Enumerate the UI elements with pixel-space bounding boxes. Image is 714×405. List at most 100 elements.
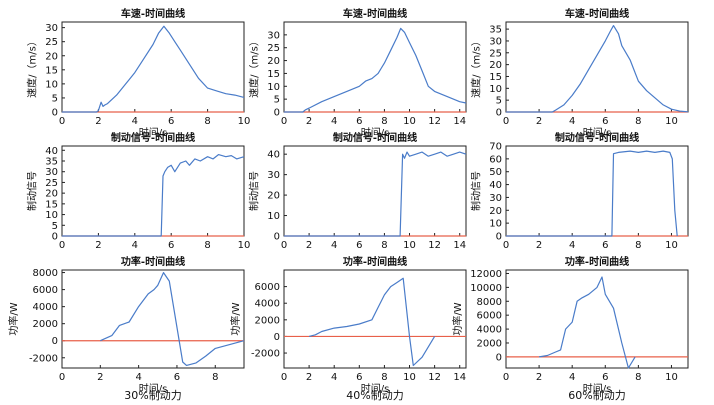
x-tick-label: 8 (381, 116, 387, 127)
x-tick-label: 6 (356, 240, 362, 251)
plot-frame (61, 145, 245, 237)
x-tick-label: 2 (536, 116, 542, 127)
y-tick-label: 25 (489, 48, 502, 59)
plot-frame (283, 145, 467, 237)
chart-panel-8: 功率-时间曲线 0 2 4 6 8 10 12 14 -2000 0 2000 4000 6000 时间/s… (229, 255, 467, 395)
y-tick-label: 15 (45, 199, 58, 210)
x-tick-label: 10 (238, 240, 251, 251)
series-line (284, 27, 467, 113)
x-tick-label: 4 (331, 372, 337, 383)
y-tick-label: 40 (45, 146, 58, 157)
y-tick-label: 2000 (33, 319, 58, 330)
y-tick-label: -2000 (251, 349, 280, 360)
chart-panel-5: 制动信号-时间曲线 0 2 4 6 8 10 12 14 0 10 20 30 40 制动信号 (248, 131, 467, 251)
x-tick-label: 0 (503, 240, 509, 251)
y-tick-label: 2000 (477, 338, 502, 349)
column-caption-3: 60%制动力 (568, 389, 625, 402)
y-tick-label: 0 (274, 108, 280, 119)
y-axis-label: 制动信号 (248, 171, 261, 211)
y-tick-label: 25 (45, 37, 58, 48)
y-tick-label: 0 (52, 232, 58, 243)
x-axis-label: 时间/s (583, 382, 612, 395)
y-tick-label: 8000 (477, 297, 502, 308)
x-tick-label: 10 (665, 240, 678, 251)
y-tick-label: 5 (52, 93, 58, 104)
y-tick-label: 5 (52, 221, 58, 232)
y-tick-label: 20 (45, 189, 58, 200)
y-tick-label: 30 (489, 193, 502, 204)
y-axis-label: 功率/W (451, 302, 464, 335)
x-tick-label: 4 (569, 240, 575, 251)
x-tick-label: 0 (59, 372, 65, 383)
x-tick-label: 0 (281, 240, 287, 251)
chart-title: 制动信号-时间曲线 (555, 131, 639, 144)
x-tick-label: 10 (665, 116, 678, 127)
x-tick-label: 0 (59, 116, 65, 127)
x-tick-label: 0 (503, 372, 509, 383)
x-tick-label: 8 (635, 372, 641, 383)
y-tick-label: 15 (267, 69, 280, 80)
x-tick-label: 4 (331, 116, 337, 127)
chart-title: 功率-时间曲线 (565, 255, 629, 268)
y-tick-label: 0 (496, 352, 502, 363)
x-tick-label: 8 (635, 240, 641, 251)
chart-title: 车速-时间曲线 (565, 7, 629, 20)
x-tick-label: 4 (569, 116, 575, 127)
y-tick-label: 30 (267, 170, 280, 181)
x-tick-label: 10 (403, 116, 416, 127)
x-tick-label: 8 (381, 240, 387, 251)
y-tick-label: 20 (45, 51, 58, 62)
y-tick-label: 10 (45, 79, 58, 90)
y-tick-label: 6000 (477, 311, 502, 322)
x-tick-label: 2 (536, 372, 542, 383)
plot-frame (505, 145, 689, 237)
y-tick-label: 50 (489, 167, 502, 178)
y-tick-label: 15 (489, 72, 502, 83)
x-tick-label: 6 (356, 372, 362, 383)
y-axis-label: 功率/W (229, 302, 242, 335)
y-tick-label: 10 (489, 219, 502, 230)
series-line (308, 277, 436, 367)
x-tick-label: 10 (238, 116, 251, 127)
column-caption-2: 40%制动力 (346, 389, 403, 402)
y-tick-label: 6000 (33, 285, 58, 296)
y-tick-label: 0 (274, 232, 280, 243)
y-tick-label: 10 (489, 84, 502, 95)
y-tick-label: 10 (267, 211, 280, 222)
x-tick-label: 6 (168, 116, 174, 127)
x-tick-label: 4 (569, 372, 575, 383)
x-tick-label: 14 (453, 372, 466, 383)
x-tick-label: 6 (602, 116, 608, 127)
y-axis-label: 速度/（m/s） (26, 36, 39, 98)
x-tick-label: 8 (381, 372, 387, 383)
x-tick-label: 6 (602, 372, 608, 383)
plot-frame (283, 269, 467, 369)
y-tick-label: 20 (267, 56, 280, 67)
series-line (539, 276, 636, 369)
x-tick-label: 2 (306, 116, 312, 127)
y-tick-label: 4000 (477, 325, 502, 336)
x-tick-label: 6 (602, 240, 608, 251)
y-tick-label: 20 (267, 191, 280, 202)
x-tick-label: 2 (306, 240, 312, 251)
chart-title: 车速-时间曲线 (121, 7, 185, 20)
y-axis-label: 制动信号 (470, 171, 483, 211)
series-line (62, 25, 245, 113)
series-line (284, 151, 467, 237)
y-axis-label: 功率/W (7, 302, 20, 335)
y-tick-label: 2000 (255, 315, 280, 326)
plot-frame (61, 21, 245, 113)
x-tick-label: 2 (306, 372, 312, 383)
y-tick-label: 20 (489, 60, 502, 71)
series-line (62, 154, 245, 237)
x-tick-label: 2 (95, 240, 101, 251)
y-tick-label: 10 (45, 210, 58, 221)
x-tick-label: 4 (132, 240, 138, 251)
chart-title: 制动信号-时间曲线 (111, 131, 195, 144)
y-tick-label: 60 (489, 154, 502, 165)
chart-title: 功率-时间曲线 (343, 255, 407, 268)
